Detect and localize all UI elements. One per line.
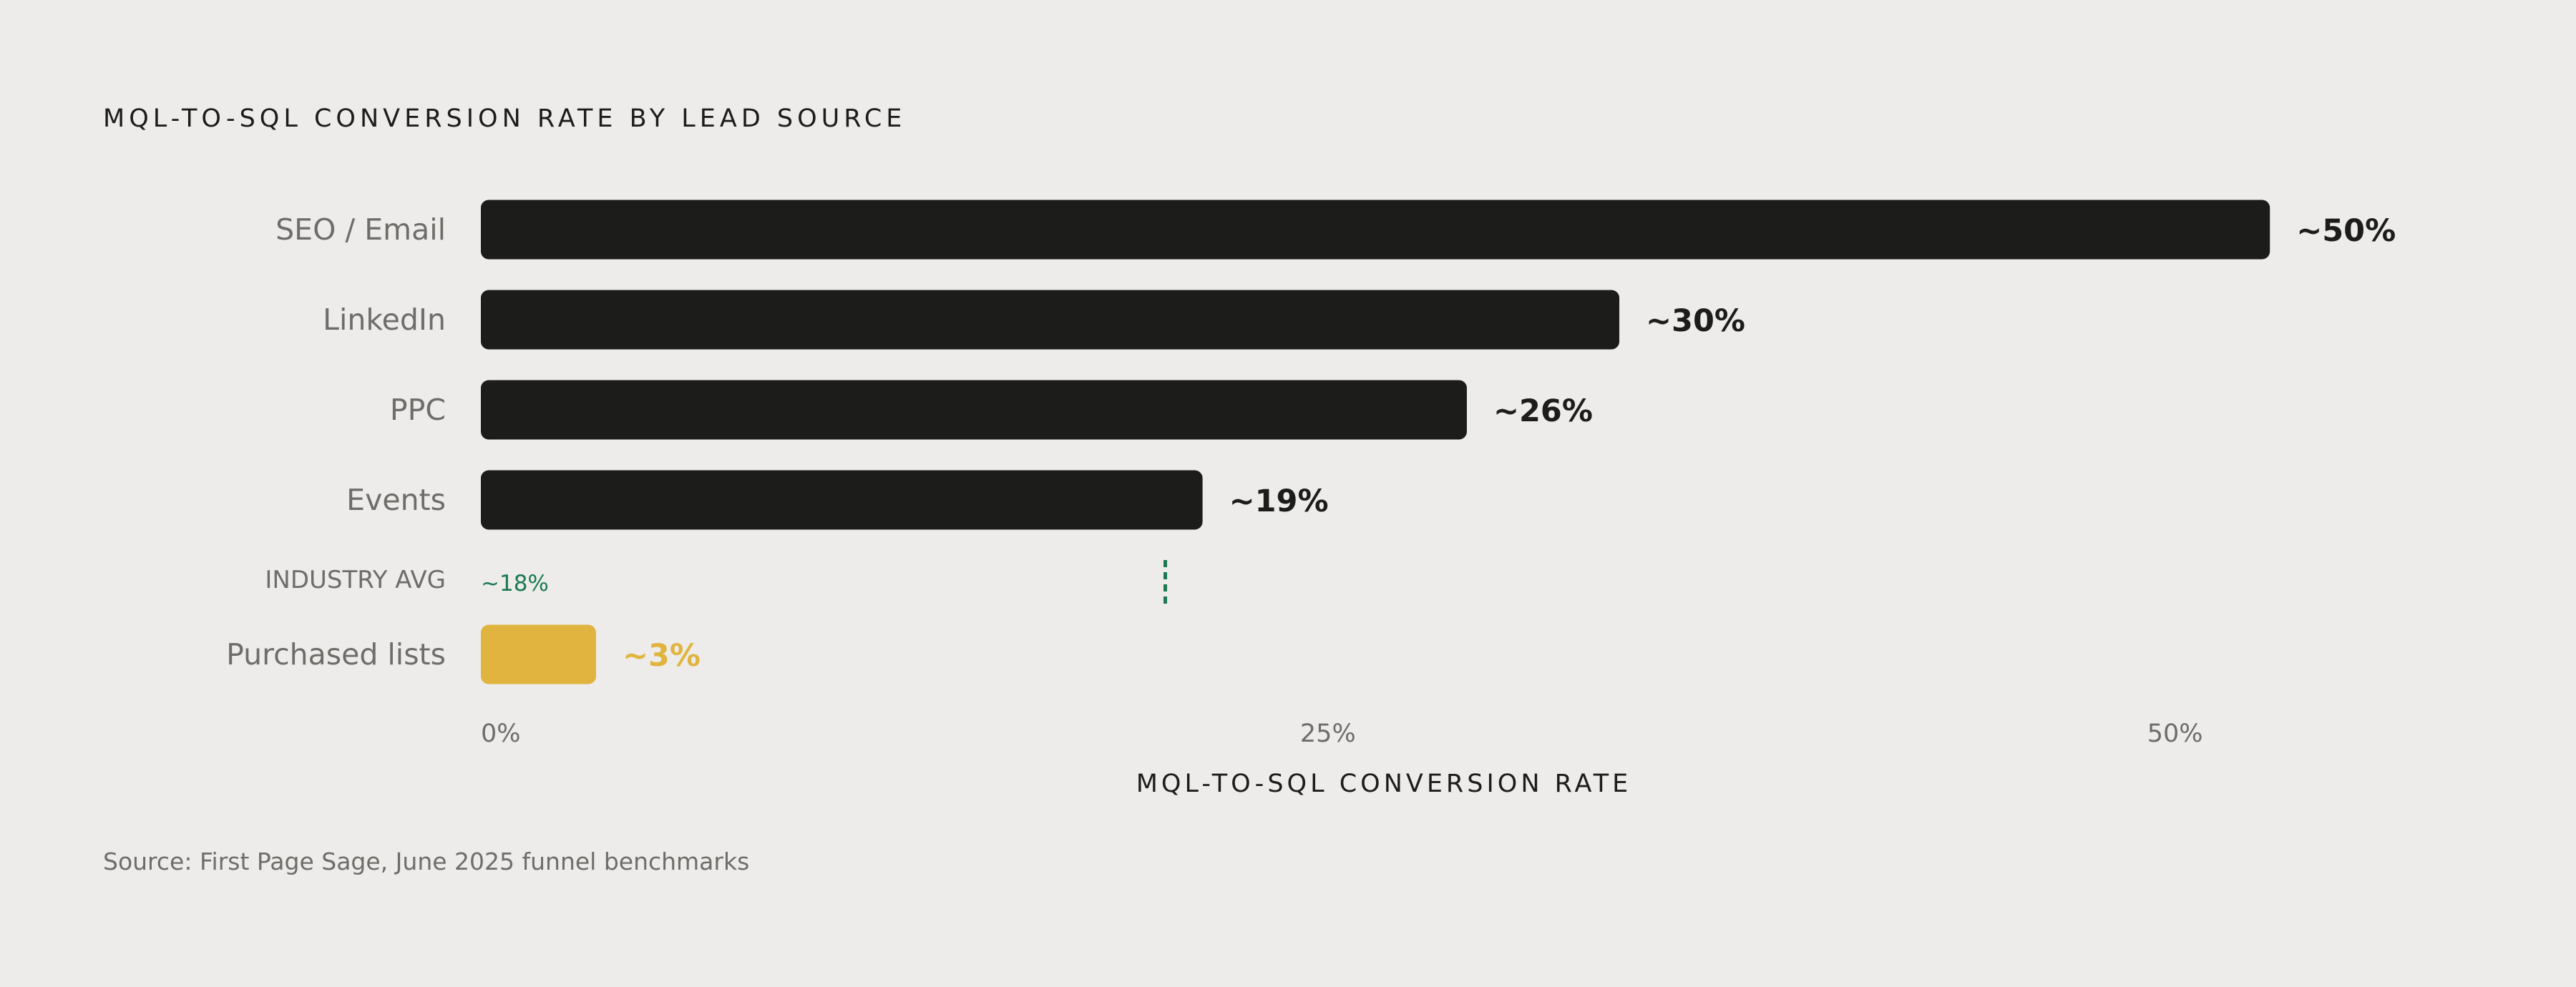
x-tick-label: 50% — [2147, 720, 2203, 748]
bar-purchased-lists — [481, 624, 596, 684]
reference-value-label: ~18% — [481, 571, 549, 596]
category-label: SEO / Email — [275, 212, 446, 247]
category-label: LinkedIn — [323, 303, 446, 337]
bar-linkedin — [481, 290, 1620, 350]
row-industry-avg: INDUSTRY AVG ~18% — [265, 560, 1168, 607]
x-tick-label: 0% — [481, 720, 521, 748]
chart-rows: SEO / Email ~50% LinkedIn ~30% PPC ~26% Events… — [226, 200, 2396, 684]
category-label: PPC — [390, 393, 446, 427]
bar-ppc — [481, 380, 1467, 440]
value-label: ~26% — [1493, 393, 1593, 429]
bar-seo-email — [481, 200, 2270, 260]
value-label: ~3% — [623, 638, 701, 674]
source-note: Source: First Page Sage, June 2025 funne… — [103, 848, 750, 875]
row-ppc: PPC ~26% — [390, 380, 1593, 440]
value-label: ~50% — [2296, 213, 2396, 249]
category-label: Events — [346, 483, 446, 517]
value-label: ~19% — [1229, 483, 1329, 519]
x-axis-title: MQL-TO-SQL CONVERSION RATE — [1136, 770, 1632, 798]
bar-events — [481, 470, 1203, 530]
chart-title: MQL-TO-SQL CONVERSION RATE BY LEAD SOURC… — [103, 104, 907, 133]
x-axis-ticks: 0% 25% 50% — [481, 720, 2203, 748]
row-events: Events ~19% — [346, 470, 1329, 530]
reference-label: INDUSTRY AVG — [265, 566, 446, 594]
row-seo-email: SEO / Email ~50% — [275, 200, 2396, 260]
row-purchased-lists: Purchased lists ~3% — [226, 624, 701, 684]
row-linkedin: LinkedIn ~30% — [323, 290, 1745, 350]
category-label: Purchased lists — [226, 637, 446, 672]
value-label: ~30% — [1646, 303, 1745, 339]
x-tick-label: 25% — [1300, 720, 1356, 748]
